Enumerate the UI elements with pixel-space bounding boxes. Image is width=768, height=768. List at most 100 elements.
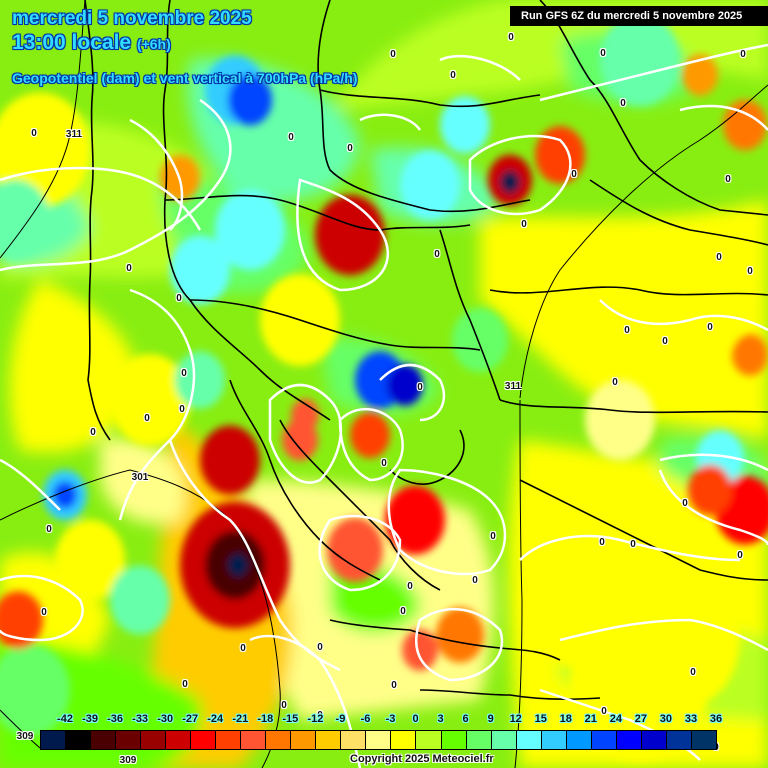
- colorbar-cell: [366, 731, 392, 749]
- colorbar-cell: [566, 731, 592, 749]
- colorbar-tick-label: -39: [82, 713, 98, 725]
- zero-isoline-label: 0: [381, 458, 387, 469]
- colorbar-tick-label: 6: [462, 713, 469, 725]
- colorbar-tick-label: -30: [157, 713, 174, 725]
- field-blob: [215, 189, 285, 271]
- colorbar-cell: [66, 731, 92, 749]
- zero-isoline-label: 0: [707, 322, 713, 333]
- colorbar-tick-label: -9: [335, 713, 346, 725]
- colorbar-tick-label: 0: [412, 713, 419, 725]
- zero-isoline-label: 0: [417, 382, 423, 393]
- field-blob: [585, 379, 655, 461]
- forecast-time: 13:00 locale (+6h): [12, 31, 171, 55]
- colorbar-cell: [191, 731, 217, 749]
- zero-isoline-label: 0: [391, 680, 397, 691]
- field-blob: [200, 425, 260, 495]
- zero-isoline-label: 0: [620, 98, 626, 109]
- colorbar-tick-label: -3: [385, 713, 396, 725]
- field-blob: [291, 398, 319, 432]
- field-blob: [732, 334, 768, 376]
- zero-isoline-label: 0: [179, 404, 185, 415]
- field-blob: [688, 464, 732, 516]
- geopotential-label: 311: [65, 129, 83, 140]
- colorbar-cell: [291, 731, 317, 749]
- field-blob: [315, 194, 385, 276]
- zero-isoline-label: 0: [240, 643, 246, 654]
- field-blob: [440, 96, 490, 154]
- field-blob: [228, 553, 248, 577]
- field-blob: [228, 74, 272, 126]
- zero-isoline-label: 0: [472, 575, 478, 586]
- colorbar-cell: [541, 731, 567, 749]
- colorbar-tick-label: 36: [709, 713, 723, 725]
- colorbar: [40, 730, 717, 750]
- forecast-date: mercredi 5 novembre 2025: [12, 8, 252, 29]
- colorbar-cell: [241, 731, 267, 749]
- colorbar-tick-label: 12: [509, 713, 522, 725]
- colorbar-cell: [591, 731, 617, 749]
- colorbar-cell: [416, 731, 442, 749]
- colorbar-cell: [666, 731, 692, 749]
- field-blob: [350, 412, 390, 458]
- colorbar-tick-label: 21: [584, 713, 597, 725]
- zero-isoline-label: 0: [281, 700, 287, 711]
- colorbar-tick-label: 33: [684, 713, 698, 725]
- colorbar-tick-label: -12: [307, 713, 324, 725]
- colorbar-cell: [466, 731, 492, 749]
- zero-isoline-label: 0: [46, 524, 52, 535]
- colorbar-tick-label: 3: [437, 713, 444, 725]
- field-blob: [387, 364, 423, 406]
- colorbar-cell: [166, 731, 192, 749]
- colorbar-tick-label: 30: [659, 713, 673, 725]
- colorbar-tick-label: -15: [282, 713, 299, 725]
- zero-isoline-label: 0: [601, 706, 607, 717]
- colorbar-cell: [391, 731, 417, 749]
- colorbar-tick-label: -42: [57, 713, 73, 725]
- field-blob: [53, 481, 77, 509]
- zero-isoline-label: 0: [747, 266, 753, 277]
- zero-isoline-label: 0: [690, 667, 696, 678]
- colorbar-cell: [41, 731, 67, 749]
- zero-isoline-label: 0: [31, 128, 37, 139]
- zero-isoline-label: 0: [41, 607, 47, 618]
- colorbar-tick-label: 27: [634, 713, 647, 725]
- zero-isoline-label: 0: [725, 174, 731, 185]
- field-blob: [0, 644, 70, 736]
- colorbar-cell: [116, 731, 142, 749]
- field-blob: [327, 517, 383, 583]
- colorbar-tick-label: -33: [132, 713, 149, 725]
- forecast-offset: (+6h): [136, 36, 171, 52]
- colorbar-cell: [616, 731, 642, 749]
- zero-isoline-label: 0: [521, 219, 527, 230]
- field-blob: [682, 54, 718, 96]
- zero-isolines: [0, 43, 768, 768]
- zero-isoline-label: 0: [182, 679, 188, 690]
- field-blob: [110, 354, 190, 446]
- field-blob: [535, 126, 585, 184]
- colorbar-tick-label: 15: [534, 713, 547, 725]
- colorbar-tick-label: -36: [107, 713, 124, 725]
- zero-isoline-label: 0: [181, 368, 187, 379]
- field-blob: [452, 307, 508, 373]
- forecast-local-time: 13:00 locale: [12, 31, 132, 54]
- field-blob: [110, 565, 170, 635]
- zero-isoline-label: 0: [126, 263, 132, 274]
- zero-isoline-label: 0: [144, 413, 150, 424]
- zero-isoline-label: 0: [630, 539, 636, 550]
- zero-isoline-label: 0: [400, 606, 406, 617]
- zero-isoline-label: 0: [600, 48, 606, 59]
- colorbar-cell: [516, 731, 542, 749]
- zero-isoline-label: 0: [599, 537, 605, 548]
- geopotential-label: 309: [16, 731, 34, 742]
- geopotential-label: 309: [119, 755, 137, 766]
- zero-isoline-label: 0: [571, 169, 577, 180]
- field-blob: [170, 235, 230, 305]
- colorbar-cell: [691, 731, 716, 749]
- field-blob: [400, 150, 460, 220]
- field-blob: [0, 591, 43, 649]
- field-blob: [0, 179, 50, 261]
- run-info-box: Run GFS 6Z du mercredi 5 novembre 2025: [510, 6, 768, 26]
- zero-isoline-label: 0: [407, 581, 413, 592]
- zero-isoline-label: 0: [737, 550, 743, 561]
